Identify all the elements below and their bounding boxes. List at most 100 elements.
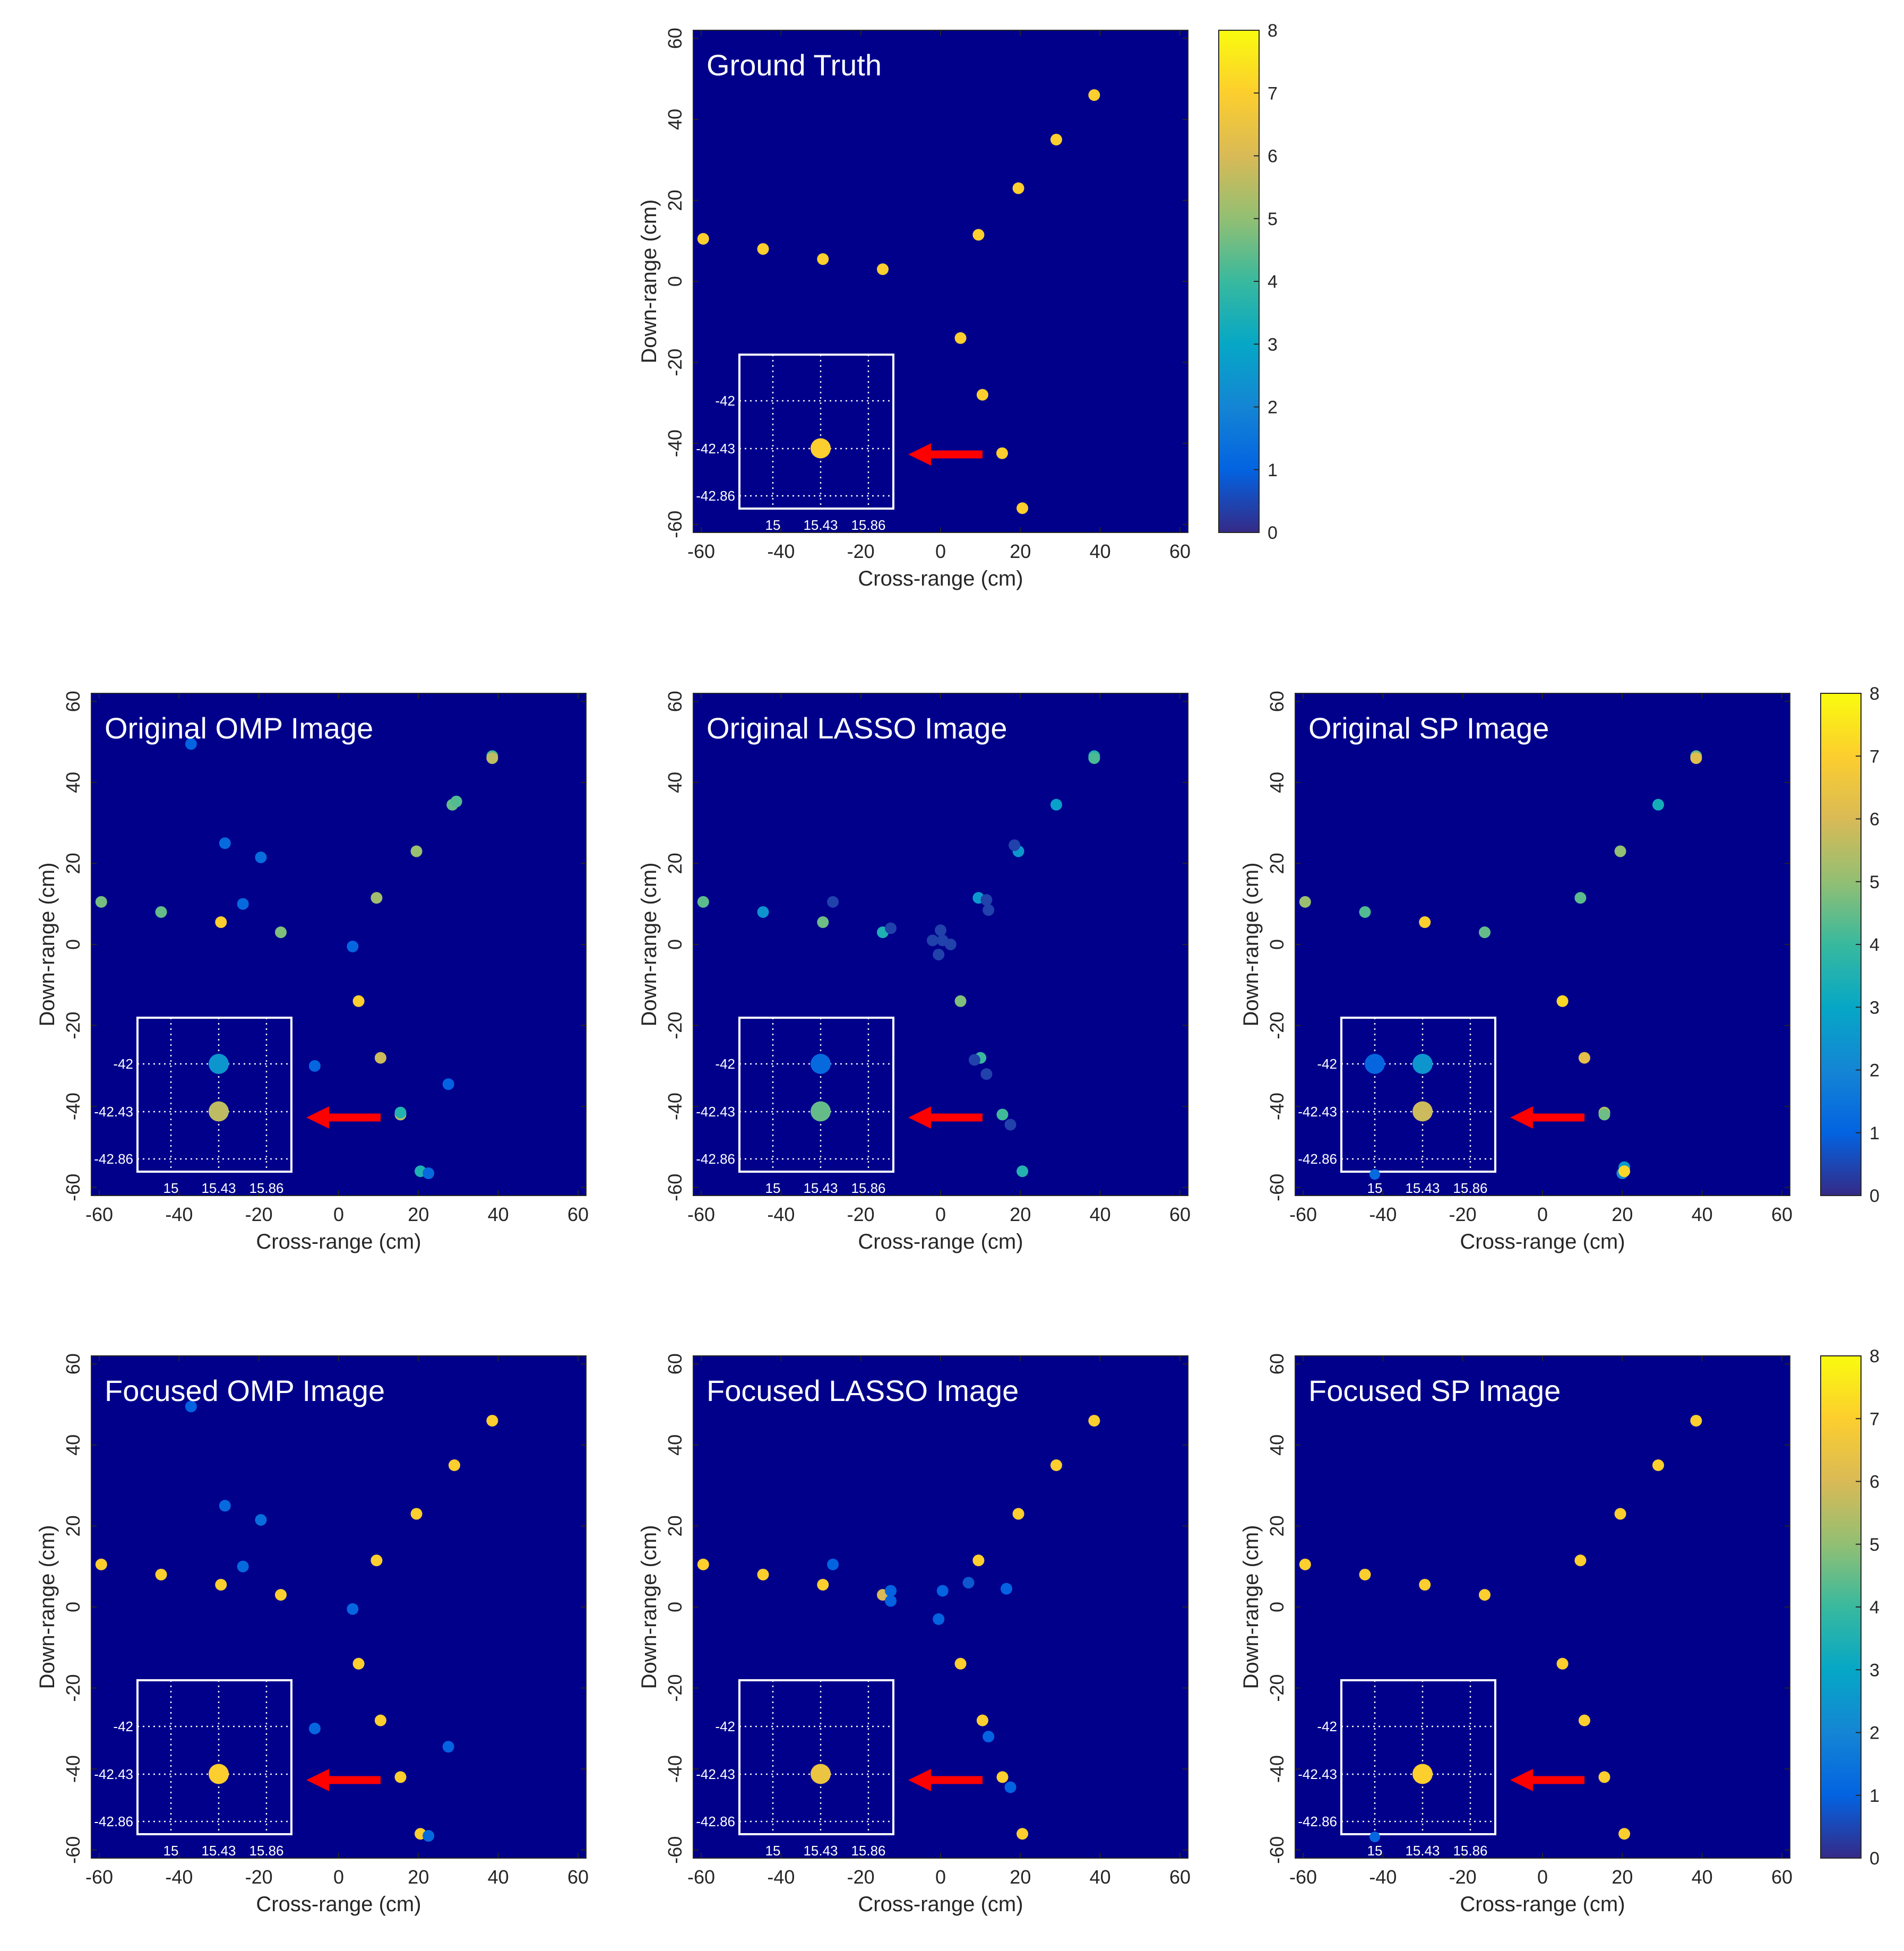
data-point <box>972 1554 985 1567</box>
inset-point <box>1412 1101 1433 1122</box>
x-axis-label: Cross-range (cm) <box>256 1230 421 1253</box>
x-tick-label: 40 <box>1090 1866 1111 1888</box>
inset-y-tick-label: -42.86 <box>94 1151 133 1167</box>
inset-point <box>811 438 831 459</box>
x-tick-label: -20 <box>847 1204 875 1225</box>
inset-point <box>811 1764 831 1784</box>
data-point <box>219 1500 231 1512</box>
data-point <box>1088 1415 1100 1427</box>
data-point <box>936 1585 949 1597</box>
data-point <box>347 1603 359 1615</box>
data-point <box>1578 1052 1590 1064</box>
data-point <box>926 934 938 947</box>
data-point <box>352 1657 365 1670</box>
axes-frame <box>1295 693 1790 1196</box>
y-tick-label: 0 <box>1266 939 1288 950</box>
data-point <box>486 752 498 764</box>
x-tick-label: -60 <box>85 1204 113 1225</box>
data-point <box>817 253 829 265</box>
target-arrow <box>306 1106 381 1129</box>
y-tick-label: 20 <box>664 1515 686 1536</box>
y-tick-label: -60 <box>664 1836 686 1864</box>
x-tick-label: -60 <box>687 540 715 562</box>
data-point <box>817 1579 829 1591</box>
colorbar-gradient <box>1821 693 1861 1196</box>
target-arrow <box>306 1769 381 1791</box>
panel-title: Focused SP Image <box>1308 1374 1561 1407</box>
inset-frame <box>136 1679 292 1835</box>
panel-2: -60 -40 -20 0 20 40 60 -60 -40 -20 0 20 40 60 Cross-ra… <box>36 691 589 1253</box>
data-point <box>885 922 897 934</box>
y-tick-label: 0 <box>664 276 686 287</box>
data-point <box>1012 182 1024 194</box>
inset-x-tick-label: 15.86 <box>249 1843 283 1859</box>
y-axis-label: Down-range (cm) <box>36 1525 59 1689</box>
inset-x-tick-label: 15.86 <box>851 1843 885 1859</box>
y-tick-label: -40 <box>664 1755 686 1783</box>
x-tick-label: -40 <box>767 1866 795 1888</box>
data-point <box>275 926 287 939</box>
data-point <box>308 1722 321 1734</box>
data-point <box>215 916 227 929</box>
y-tick-label: -20 <box>62 1012 84 1039</box>
y-tick-label: 60 <box>1266 691 1288 712</box>
x-tick-label: 60 <box>1169 1204 1191 1225</box>
inset-y-tick-label: -42.43 <box>1298 1766 1337 1782</box>
colorbar-2: 0 1 2 3 4 5 6 7 8 <box>1820 684 1880 1206</box>
panel-title: Original LASSO Image <box>707 711 1007 745</box>
axes-frame <box>693 1355 1188 1859</box>
plot-area <box>91 1356 586 1858</box>
y-tick-label: 60 <box>1266 1353 1288 1374</box>
data-point <box>352 995 365 1007</box>
inset-y-tick-label: -42.43 <box>1298 1104 1337 1120</box>
inset-y-tick-label: -42.43 <box>696 1104 735 1120</box>
data-point <box>255 851 267 863</box>
y-axis-label: Down-range (cm) <box>637 200 661 364</box>
y-tick-label: 40 <box>664 772 686 793</box>
data-point <box>944 939 957 950</box>
data-point <box>442 1741 454 1753</box>
data-point <box>1690 752 1702 764</box>
data-point <box>954 1657 967 1670</box>
inset-point <box>209 1101 229 1122</box>
plot-area <box>91 693 586 1196</box>
y-tick-label: -60 <box>1266 1174 1288 1201</box>
colorbar-tick-label: 4 <box>1268 272 1278 292</box>
data-point <box>374 1714 386 1726</box>
data-point <box>1004 1119 1016 1131</box>
inset-point <box>1369 1169 1380 1180</box>
colorbar-tick-label: 4 <box>1869 935 1880 955</box>
y-tick-label: 0 <box>664 1602 686 1612</box>
data-point <box>1419 916 1431 929</box>
data-point <box>1004 1781 1016 1793</box>
inset-point <box>209 1054 229 1074</box>
x-tick-label: -40 <box>1369 1866 1397 1888</box>
x-tick-label: 60 <box>1771 1204 1793 1225</box>
y-tick-label: -40 <box>62 1755 84 1783</box>
data-point <box>1299 1558 1311 1570</box>
data-point <box>1556 1657 1569 1670</box>
data-point <box>410 1508 423 1520</box>
y-axis-label: Down-range (cm) <box>637 1525 661 1689</box>
inset-x-tick-label: 15.43 <box>201 1180 236 1196</box>
data-point <box>394 1771 407 1783</box>
axes-frame <box>91 693 587 1196</box>
data-point <box>237 1560 249 1572</box>
x-tick-label: -40 <box>767 1204 795 1225</box>
inset-x-tick-label: 15.43 <box>803 1843 838 1859</box>
inset-zoom: 15 15.43 15.86 -42 -42.43 -42.86 <box>696 1017 894 1196</box>
y-tick-label: 40 <box>664 109 686 130</box>
inset-x-tick-label: 15.43 <box>201 1843 236 1859</box>
y-tick-label: -20 <box>1266 1674 1288 1702</box>
y-tick-label: 20 <box>62 1515 84 1536</box>
data-point <box>983 904 995 916</box>
colorbar-1: 0 1 2 3 4 5 6 7 8 <box>1218 21 1278 543</box>
colorbar-tick-label: 8 <box>1869 684 1880 704</box>
colorbar-tick-label: 2 <box>1268 398 1278 418</box>
arrow-head <box>306 1106 329 1129</box>
panel-title: Focused OMP Image <box>105 1374 385 1407</box>
y-tick-label: 0 <box>62 939 84 950</box>
data-point <box>1012 1508 1024 1520</box>
target-arrow <box>1510 1106 1584 1129</box>
